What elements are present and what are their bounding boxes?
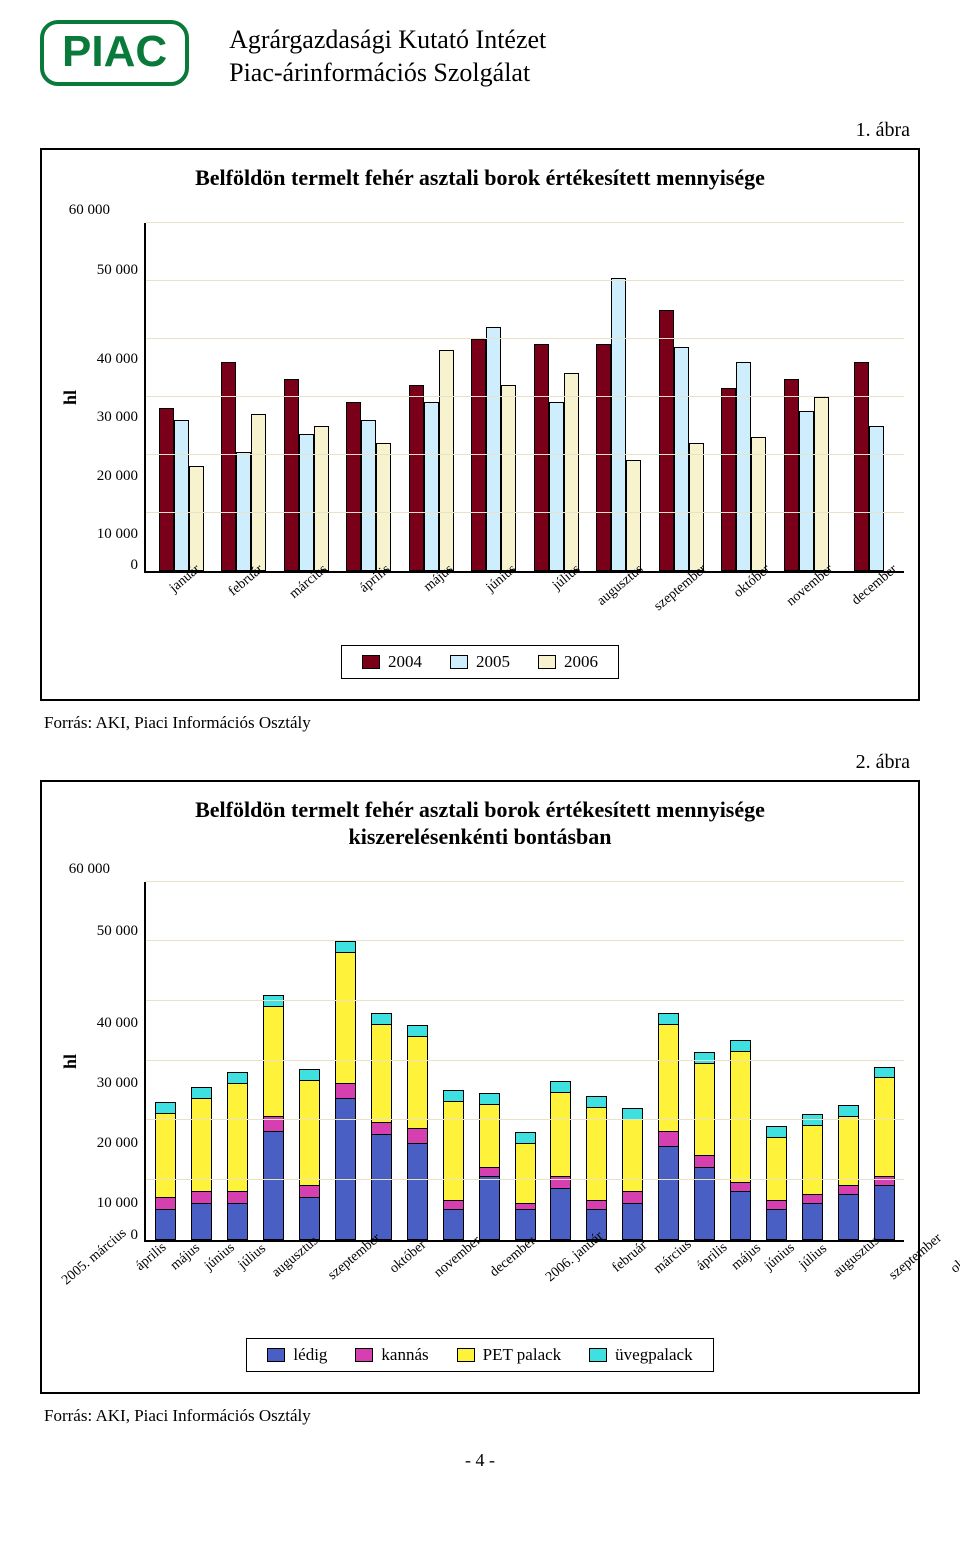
- legend-item: 2004: [362, 652, 422, 672]
- bar: [626, 460, 641, 570]
- bar: [221, 362, 236, 571]
- bar: [784, 379, 799, 570]
- chart1-ylabel: hl: [56, 223, 84, 573]
- chart2-container: Belföldön termelt fehér asztali borok ér…: [40, 780, 920, 1394]
- chart1-source: Forrás: AKI, Piaci Információs Osztály: [44, 713, 920, 733]
- stacked-bar: [544, 882, 578, 1240]
- bar: [869, 426, 884, 571]
- bar: [299, 434, 314, 570]
- chart2-toptick: 60 000: [56, 861, 116, 878]
- bar: [284, 379, 299, 570]
- bar: [854, 362, 869, 571]
- header-titles: Agrárgazdasági Kutató Intézet Piac-árinf…: [229, 20, 920, 89]
- header-line2: Piac-árinformációs Szolgálat: [229, 57, 920, 90]
- stacked-bar: [616, 882, 650, 1240]
- bar: [659, 310, 674, 571]
- chart1-toptick: 60 000: [56, 202, 116, 219]
- bar: [471, 339, 486, 571]
- bar: [814, 397, 829, 571]
- bar: [564, 373, 579, 570]
- stacked-bar: [329, 882, 363, 1240]
- chart1-title: Belföldön termelt fehér asztali borok ér…: [56, 164, 904, 192]
- legend-item: PET palack: [457, 1345, 562, 1365]
- stacked-bar: [688, 882, 722, 1240]
- stacked-bar: [508, 882, 542, 1240]
- figure-1-label: 1. ábra: [40, 119, 910, 142]
- bar: [174, 420, 189, 571]
- stacked-bar: [472, 882, 506, 1240]
- bar: [346, 402, 361, 570]
- bar: [549, 402, 564, 570]
- stacked-bar: [580, 882, 614, 1240]
- stacked-bar: [400, 882, 434, 1240]
- stacked-bar: [293, 882, 327, 1240]
- bar: [314, 426, 329, 571]
- stacked-bar: [185, 882, 219, 1240]
- xaxis-label: december: [842, 561, 934, 654]
- header-line1: Agrárgazdasági Kutató Intézet: [229, 24, 920, 57]
- stacked-bar: [364, 882, 398, 1240]
- bar: [409, 385, 424, 571]
- chart2-ylabel: hl: [56, 882, 84, 1242]
- chart2-source: Forrás: AKI, Piaci Információs Osztály: [44, 1406, 920, 1426]
- bar: [501, 385, 516, 571]
- bar: [721, 388, 736, 571]
- chart1-yaxis: 50 00040 00030 00020 00010 0000: [84, 223, 144, 573]
- chart1-xaxis: januárfebruármárciusáprilismájusjúniusjú…: [144, 573, 904, 645]
- stacked-bar: [724, 882, 758, 1240]
- bar: [376, 443, 391, 571]
- piac-logo: PIAC: [40, 20, 189, 86]
- legend-item: 2005: [450, 652, 510, 672]
- chart2-plot: [144, 882, 904, 1242]
- stacked-bar: [652, 882, 686, 1240]
- bar: [736, 362, 751, 571]
- bar: [799, 411, 814, 571]
- figure-2-label: 2. ábra: [40, 751, 910, 774]
- stacked-bar: [257, 882, 291, 1240]
- bar: [674, 347, 689, 570]
- bar: [189, 466, 204, 570]
- legend-item: üvegpalack: [589, 1345, 692, 1365]
- chart1-plot: [144, 223, 904, 573]
- bar: [439, 350, 454, 570]
- bar: [424, 402, 439, 570]
- bar: [751, 437, 766, 570]
- stacked-bar: [436, 882, 470, 1240]
- bar: [361, 420, 376, 571]
- bar: [611, 278, 626, 571]
- legend-item: kannás: [355, 1345, 428, 1365]
- chart2-yaxis: 50 00040 00030 00020 00010 0000: [84, 882, 144, 1242]
- stacked-bar: [149, 882, 183, 1240]
- chart2-xaxis: 2005. márciusáprilismájusjúniusjúliusaug…: [56, 1242, 960, 1338]
- legend-item: lédig: [267, 1345, 327, 1365]
- chart2-legend: lédig kannás PET palack üvegpalack: [246, 1338, 713, 1372]
- page-header: PIAC Agrárgazdasági Kutató Intézet Piac-…: [40, 20, 920, 89]
- stacked-bar: [221, 882, 255, 1240]
- bar: [689, 443, 704, 571]
- stacked-bar: [867, 882, 901, 1240]
- stacked-bar: [831, 882, 865, 1240]
- chart1-container: Belföldön termelt fehér asztali borok ér…: [40, 148, 920, 701]
- bar: [251, 414, 266, 571]
- bar: [486, 327, 501, 571]
- bar: [159, 408, 174, 570]
- page-number: - 4 -: [40, 1450, 920, 1471]
- bar: [596, 344, 611, 570]
- stacked-bar: [759, 882, 793, 1240]
- stacked-bar: [795, 882, 829, 1240]
- chart2-title: Belföldön termelt fehér asztali borok ér…: [56, 796, 904, 851]
- bar: [534, 344, 549, 570]
